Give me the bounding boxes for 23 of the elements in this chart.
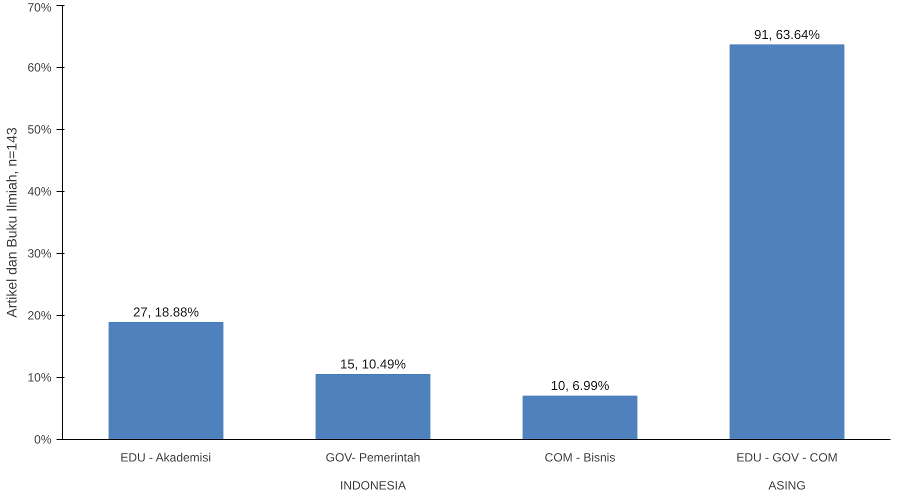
y-tick-label: 10% [27, 370, 52, 384]
data-label: 91, 63.64% [754, 26, 820, 42]
text: ASING [768, 478, 806, 492]
bar [730, 44, 844, 440]
x-tick-label: COM - Bisnis [544, 450, 616, 464]
text: INDONESIA [340, 478, 406, 492]
data-label: 27, 18.88% [133, 304, 200, 320]
y-tick-label: 70% [27, 0, 52, 14]
bar [108, 322, 224, 440]
bar [522, 396, 638, 440]
y-tick-label: 40% [27, 184, 52, 198]
y-tick-label: 0% [34, 432, 52, 446]
y-axis-title: Artikel dan Buku Ilmiah, n=143 [3, 127, 20, 318]
y-tick-label: 30% [27, 246, 52, 260]
bar [316, 374, 430, 440]
x-tick-label: EDU - Akademisi [120, 450, 212, 464]
y-tick-label: 50% [27, 122, 52, 136]
data-label: 15, 10.49% [340, 356, 406, 372]
y-tick-label: 20% [27, 308, 52, 322]
data-label: 10, 6.99% [550, 378, 610, 394]
x-tick-label: EDU - GOV - COM [736, 450, 838, 464]
x-tick-label: GOV- Pemerintah [326, 450, 420, 464]
y-tick-label: 60% [27, 60, 52, 74]
